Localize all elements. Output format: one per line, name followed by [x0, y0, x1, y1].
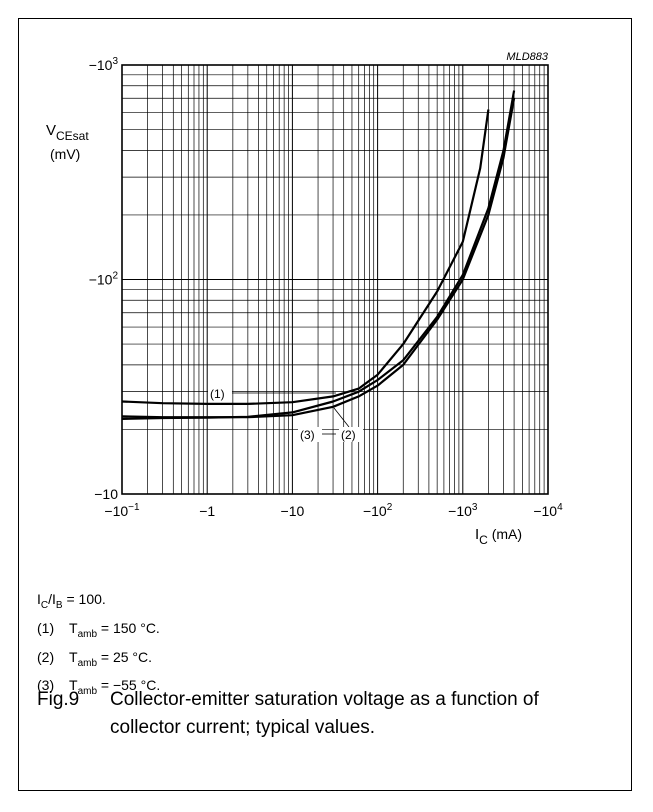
note-item: (3) Tamb = −55 °C.	[37, 677, 161, 698]
notes: IC/IB = 100. (1) Tamb = 150 °C. (2) Tamb =…	[37, 588, 160, 703]
caption-text: Collector-emitter saturation voltage as …	[110, 689, 539, 738]
y-tick-label: −103	[89, 56, 119, 73]
grid	[121, 65, 548, 495]
annotation-label-3: (3)	[300, 428, 315, 442]
figure-number: Fig.9	[37, 689, 80, 710]
y-tick-labels: −10 −102 −103	[89, 56, 119, 502]
x-tick-labels: −10−1 −1 −10 −102 −103 −104	[104, 502, 563, 519]
series-lines	[121, 90, 516, 420]
x-tick-label: −1	[199, 503, 215, 519]
x-tick-label: −10−1	[104, 502, 140, 519]
note-item: (1) Tamb = 150 °C.	[37, 619, 160, 640]
y-axis-label: VCEsat	[46, 122, 89, 143]
annotation-leader	[333, 407, 350, 428]
series-line-3	[121, 90, 516, 420]
x-tick-label: −10	[281, 503, 305, 519]
annotation-backdrop	[298, 427, 322, 442]
chart: MLD883 −10−102−103 −10−1 −1 −10 −102 −103 −10…	[46, 51, 563, 547]
x-tick-label: −102	[363, 502, 393, 519]
annotation-backdrop	[339, 427, 363, 442]
plot-border	[121, 64, 549, 495]
series-line-1	[121, 109, 490, 405]
annotation-backdrop	[208, 386, 232, 401]
curve-annotations: (1) (2) (3)	[208, 386, 363, 442]
annotation-label-1: (1)	[210, 387, 225, 401]
x-tick-label: −104	[533, 502, 563, 519]
annotation-label-2: (2)	[341, 428, 356, 442]
figure-caption: Fig.9 Collector-emitter saturation volta…	[37, 686, 570, 742]
y-tick-label: −10	[94, 486, 118, 502]
chart-code: MLD883	[506, 51, 548, 63]
x-tick-label: −103	[448, 502, 478, 519]
ratio-note: IC/IB = 100.	[37, 591, 106, 611]
note-item: (2) Tamb = 25 °C.	[37, 648, 153, 669]
y-axis-unit: (mV)	[50, 146, 80, 162]
figure-frame	[18, 18, 632, 791]
x-axis-label: IC (mA)	[475, 526, 522, 547]
y-tick-label: −102	[89, 271, 119, 288]
